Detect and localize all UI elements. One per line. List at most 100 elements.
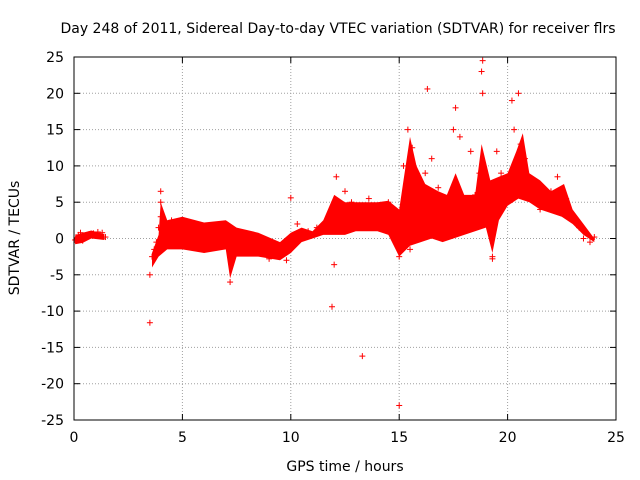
data-point [385, 199, 392, 206]
data-point [287, 246, 294, 253]
data-point [547, 188, 554, 195]
data-point [532, 195, 539, 202]
data-point [413, 191, 420, 198]
x-tick-label: 0 [70, 430, 79, 446]
y-tick-label: 10 [46, 159, 64, 175]
data-point [580, 235, 587, 242]
data-point [396, 402, 403, 409]
y-tick-label: 5 [55, 195, 64, 211]
data-point [489, 255, 496, 262]
data-point [504, 177, 511, 184]
data-point [331, 199, 338, 206]
data-point [326, 217, 333, 224]
data-point [201, 239, 208, 246]
data-point [72, 236, 79, 243]
data-point [244, 246, 251, 253]
data-point [521, 155, 528, 162]
data-point [235, 239, 242, 246]
data-point [374, 202, 381, 209]
data-point [487, 206, 494, 213]
data-point [400, 162, 407, 169]
plot-frame [73, 56, 617, 421]
data-point [313, 224, 320, 231]
data-point [526, 181, 533, 188]
data-point [102, 234, 109, 241]
data-point [558, 206, 565, 213]
data-point [276, 253, 283, 260]
data-point [554, 173, 561, 180]
data-point [298, 231, 305, 238]
data-point [155, 224, 162, 231]
data-point [90, 230, 97, 237]
x-tick-label: 5 [178, 430, 187, 446]
data-point [352, 213, 359, 220]
grid [74, 57, 616, 420]
data-point [508, 197, 515, 204]
data-point [493, 148, 500, 155]
data-point [179, 224, 186, 231]
y-tick-label: 25 [46, 50, 64, 66]
data-point [482, 181, 489, 188]
data-point [515, 90, 522, 97]
data-point [342, 188, 348, 195]
y-axis-ticks: -25 -20 -15 -10 -5 0 5 10 15 20 25 [41, 50, 616, 429]
data-point [94, 228, 101, 235]
data-point [359, 353, 366, 360]
data-point [320, 220, 327, 227]
data-point [266, 255, 273, 262]
data-point [467, 148, 474, 155]
data-point [476, 170, 483, 177]
data-point [294, 220, 301, 227]
data-point [450, 126, 457, 133]
data-point [218, 220, 225, 227]
y-tick-label: -20 [41, 377, 64, 393]
data-point [498, 170, 505, 177]
data-point [190, 231, 197, 238]
data-point [576, 224, 583, 231]
data-point [289, 231, 296, 238]
data-point [404, 126, 411, 133]
y-tick-label: 0 [55, 232, 64, 248]
data-point [439, 213, 446, 220]
data-point [417, 224, 424, 231]
data-point [79, 237, 86, 244]
data-point [305, 228, 312, 235]
data-point [146, 319, 153, 326]
data-point [456, 133, 463, 140]
x-tick-label: 25 [607, 430, 625, 446]
chart-title: Day 248 of 2011, Sidereal Day-to-day VTE… [60, 21, 615, 37]
data-point [82, 234, 89, 241]
data-point [157, 199, 164, 206]
data-point [563, 195, 570, 202]
data-point [479, 90, 486, 97]
data-point [159, 241, 166, 248]
data-point [328, 303, 335, 310]
data-point [168, 217, 175, 224]
data-point [211, 224, 218, 231]
data-point [479, 57, 486, 64]
x-tick-label: 10 [282, 430, 300, 446]
data-point [227, 279, 234, 286]
data-point [77, 229, 84, 236]
data-point [331, 261, 338, 268]
y-tick-label: -5 [50, 268, 64, 284]
data-point [586, 239, 593, 246]
data-point [333, 173, 340, 180]
data-point [157, 188, 164, 195]
data-point [569, 217, 576, 224]
data-point [537, 206, 544, 213]
data-point [424, 85, 431, 92]
data-point [407, 246, 414, 253]
data-point [591, 234, 598, 241]
data-point [151, 246, 158, 253]
y-tick-label: -10 [41, 304, 64, 320]
data-point [435, 184, 442, 191]
x-axis-label: GPS time / hours [286, 459, 403, 475]
y-tick-label: 20 [46, 86, 64, 102]
x-axis-ticks: 0 5 10 15 20 25 [70, 57, 625, 446]
data-point [337, 202, 344, 209]
data-point [478, 68, 485, 75]
data-point [222, 242, 229, 249]
data-point [153, 239, 160, 246]
data-point [391, 206, 398, 213]
